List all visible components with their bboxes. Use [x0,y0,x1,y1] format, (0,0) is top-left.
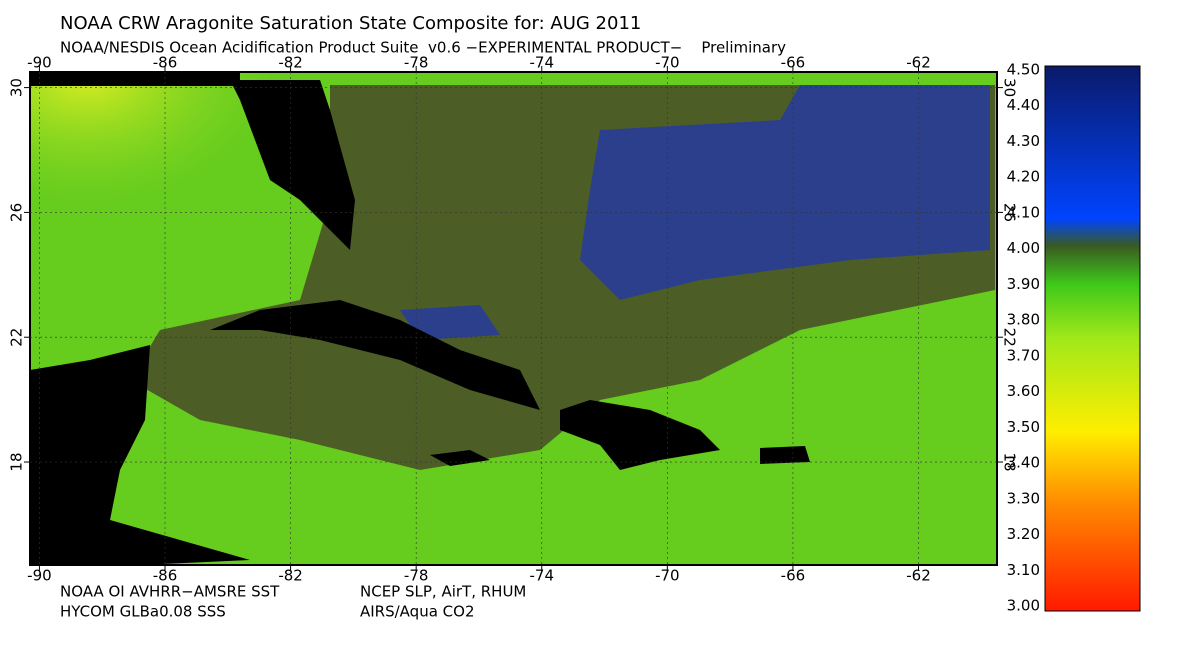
lon-label: -82 [278,567,303,585]
lat-label: 30 [1001,78,1019,97]
source: AIRS/Aqua CO2 [360,603,475,621]
subtitle: NOAA/NESDIS Ocean Acidification Product … [60,39,786,57]
lat-label: 26 [1001,203,1019,222]
title: NOAA CRW Aragonite Saturation State Comp… [60,13,641,34]
lon-label: -66 [781,567,806,585]
colorbar-label: 3.20 [1007,525,1040,543]
colorbar-label: 3.10 [1007,561,1040,579]
lon-label: -62 [906,54,931,72]
colorbar [1044,65,1141,612]
lat-label: 26 [8,203,26,222]
colorbar-label: 4.30 [1007,132,1040,150]
map-field [30,72,997,565]
colorbar-label: 4.50 [1007,61,1040,79]
colorbar-label: 3.60 [1007,382,1040,400]
colorbar-label: 4.00 [1007,239,1040,257]
lat-label: 18 [1001,452,1019,471]
lat-label: 22 [1001,328,1019,347]
colorbar-label: 3.40 [1007,454,1040,472]
colorbar-label: 3.30 [1007,489,1040,507]
lon-label: -70 [655,54,680,72]
colorbar-label: 4.20 [1007,168,1040,186]
map-frame [29,71,998,566]
lon-label: -86 [153,54,178,72]
lon-label: -78 [404,54,429,72]
lon-label: -90 [27,54,52,72]
lon-label: -74 [530,567,555,585]
lon-label: -70 [655,567,680,585]
lat-label: 30 [8,78,26,97]
lat-label: 22 [8,328,26,347]
lon-label: -66 [781,54,806,72]
colorbar-label: 3.80 [1007,311,1040,329]
colorbar-label: 4.40 [1007,96,1040,114]
source: HYCOM GLBa0.08 SSS [60,603,226,621]
lon-label: -78 [404,567,429,585]
lat-label: 18 [8,452,26,471]
lon-label: -82 [278,54,303,72]
colorbar-label: 3.00 [1007,597,1040,615]
lon-label: -90 [27,567,52,585]
colorbar-label: 3.50 [1007,418,1040,436]
lon-label: -86 [153,567,178,585]
source: NOAA OI AVHRR−AMSRE SST [60,583,280,601]
colorbar-label: 3.70 [1007,346,1040,364]
lon-label: -62 [906,567,931,585]
source: NCEP SLP, AirT, RHUM [360,583,526,601]
colorbar-label: 3.90 [1007,275,1040,293]
colorbar-label: 4.10 [1007,203,1040,221]
lon-label: -74 [530,54,555,72]
